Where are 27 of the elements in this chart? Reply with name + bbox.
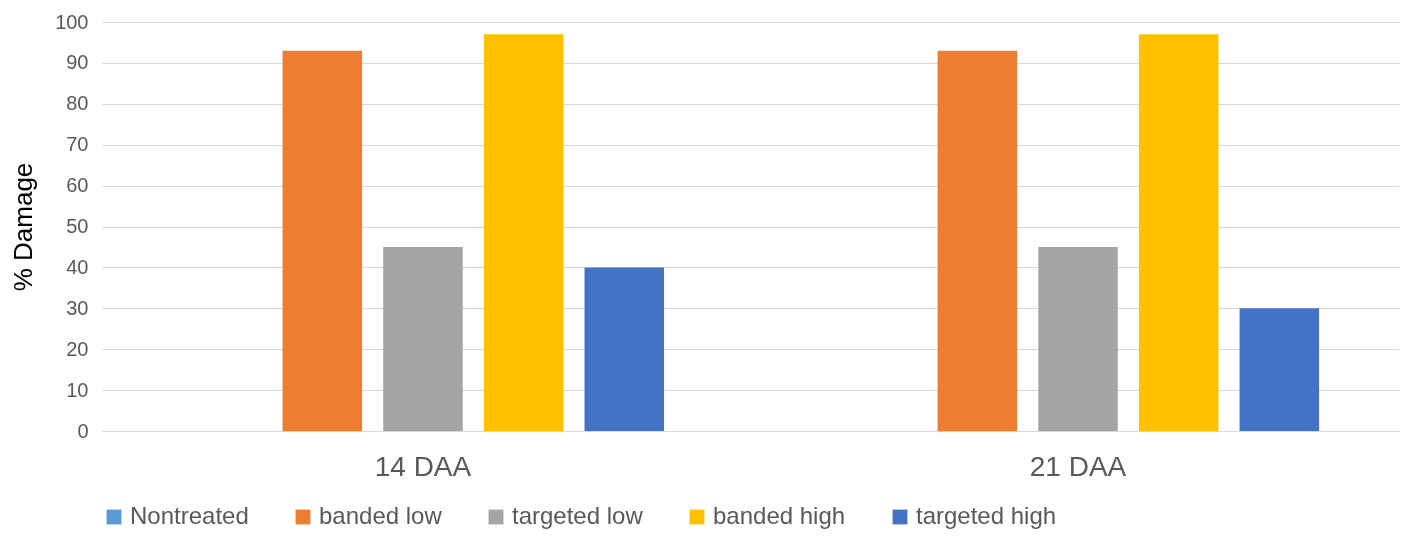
x-tick-label: 21 DAA (1029, 450, 1127, 482)
y-tick-label: 10 (66, 378, 89, 401)
y-tick-label: 100 (55, 10, 89, 33)
bar (483, 34, 564, 431)
legend-label: Nontreated (130, 502, 249, 529)
legend-label: banded high (713, 502, 846, 529)
bar (282, 50, 363, 431)
y-tick-label: 0 (77, 419, 89, 442)
bar (1239, 308, 1320, 431)
y-tick-label: 30 (66, 296, 89, 319)
bar (383, 246, 463, 431)
y-tick-label: 70 (66, 133, 89, 156)
bar (584, 267, 665, 431)
y-tick-label: 90 (66, 51, 89, 74)
y-tick-label: 60 (66, 174, 89, 197)
y-tick-label: 40 (66, 255, 89, 278)
bar (1038, 246, 1118, 431)
y-tick-label: 80 (66, 92, 89, 115)
legend-label: targeted high (916, 502, 1057, 529)
legend-label: targeted low (512, 502, 644, 529)
bar (937, 50, 1018, 431)
legend-label: banded low (319, 502, 443, 529)
y-tick-label: 50 (66, 215, 89, 237)
y-axis-title: % Damage (8, 162, 39, 292)
y-tick-label: 20 (66, 337, 89, 360)
x-tick-label: 14 DAA (374, 450, 472, 482)
bar (1138, 34, 1219, 431)
